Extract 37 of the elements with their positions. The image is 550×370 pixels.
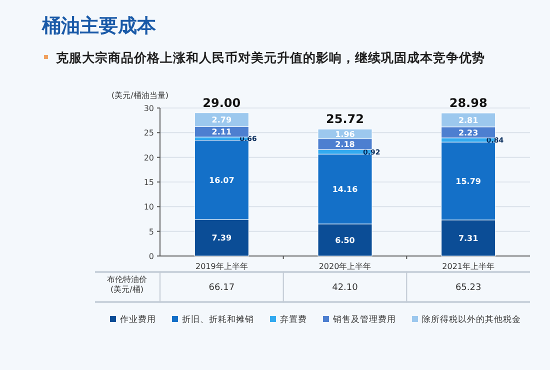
y-tick-label: 0 [148,252,154,261]
chart-title: 桶油主要成本 [41,15,157,37]
y-tick-label: 5 [148,227,154,236]
text: 66.17 [208,283,235,293]
y-tick-label: 15 [144,178,154,187]
total-label: 25.72 [326,112,364,126]
legend-label: 除所得税以外的其他税金 [422,314,521,325]
data-label: 14.16 [332,184,358,194]
data-label: 2.79 [212,116,232,125]
x-tick-label: 2019年上半年 [195,262,248,271]
data-label: 7.31 [458,234,479,243]
total-label: 29.00 [202,96,241,110]
y-axis-title: (美元/桶油当量) [112,91,168,100]
data-label: 15.79 [456,176,482,186]
data-label: 2.81 [458,116,479,125]
y-tick-label: 30 [144,104,154,113]
legend-label: 折旧、折耗和摊销 [182,314,254,325]
text: 布伦特油价 (美元/桶) [107,275,147,294]
data-label: 16.07 [209,176,234,185]
data-label: 2.18 [335,140,356,150]
total-label: 28.98 [449,96,488,110]
legend-label: 销售及管理费用 [332,314,396,325]
legend-label: 作业费用 [119,314,156,325]
data-label: 2.23 [458,128,478,138]
data-label: 6.50 [335,236,356,245]
y-tick-label: 10 [144,202,154,212]
data-label: 2.11 [212,128,232,137]
data-label: 1.96 [335,130,356,139]
data-label: 7.39 [212,234,232,243]
x-tick-label: 2021年上半年 [442,262,495,271]
text: 65.23 [455,283,482,293]
x-tick-label: 2020年上半年 [318,262,372,271]
text: 42.10 [332,283,358,293]
y-tick-label: 20 [144,153,154,162]
y-tick-label: 25 [144,128,154,138]
chart-subtitle: 克服大宗商品价格上涨和人民币对美元升值的影响，继续巩固成本竞争优势 [55,50,485,65]
legend-label: 弃置费 [280,314,307,325]
